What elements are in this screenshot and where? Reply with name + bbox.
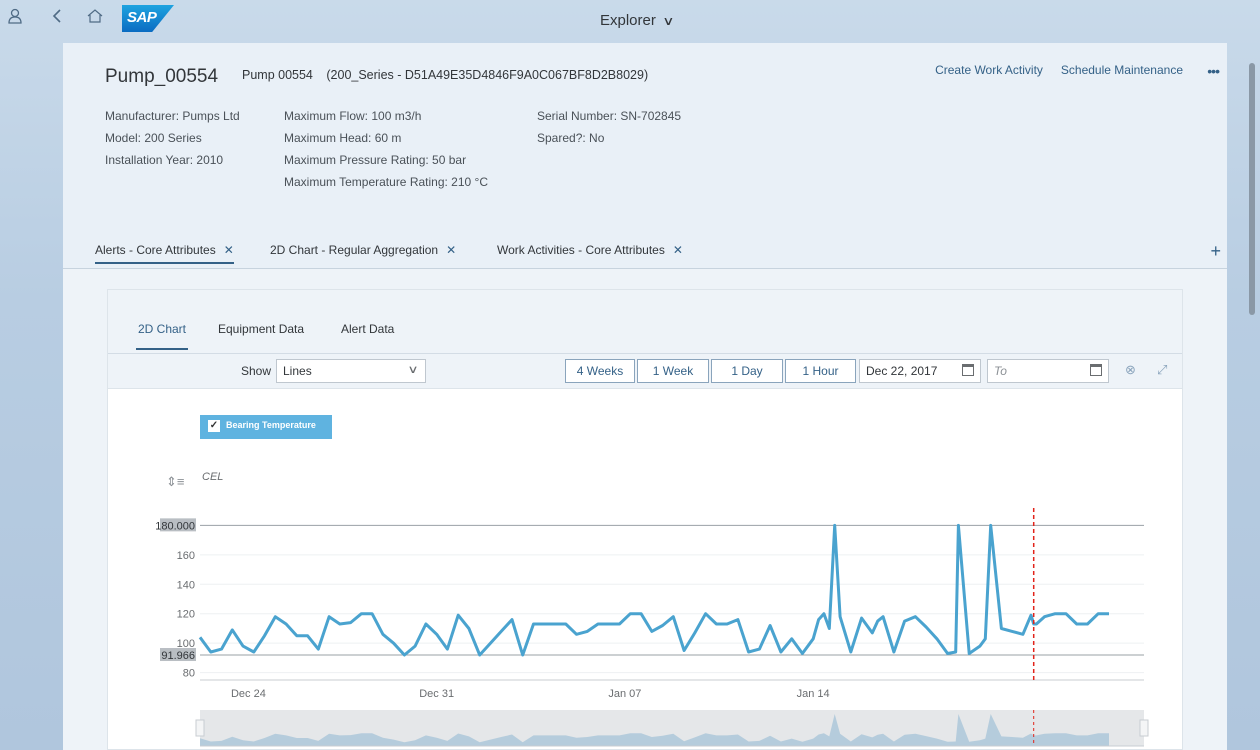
shell-bar: SAP Explorer ∨: [0, 0, 1260, 42]
object-title: Pump_00554: [105, 66, 219, 87]
object-name: Pump 00554: [242, 68, 313, 82]
threshold-label-bg: [160, 648, 196, 662]
from-date-field[interactable]: Dec 22, 2017: [859, 359, 981, 383]
tab-label: Work Activities - Core Attributes: [497, 243, 665, 257]
attr-spared: Spared?: No: [537, 131, 605, 145]
range-1-day-button[interactable]: 1 Day: [711, 359, 783, 383]
section-tabs: Alerts - Core Attributes ✕ 2D Chart - Reg…: [63, 241, 1227, 269]
range-4-weeks-button[interactable]: 4 Weeks: [565, 359, 635, 383]
range-handle-left: [195, 719, 205, 737]
range-handle-right: [1139, 719, 1149, 737]
close-icon[interactable]: ✕: [223, 243, 234, 257]
to-date-placeholder: To: [994, 364, 1007, 378]
tab-alerts-core-attributes[interactable]: Alerts - Core Attributes ✕: [95, 243, 234, 264]
attr-manufacturer: Manufacturer: Pumps Ltd: [105, 109, 240, 123]
fullscreen-icon[interactable]: ⤢: [1157, 362, 1168, 377]
axis-settings-icon[interactable]: ⇕≡: [166, 474, 185, 489]
scrollbar-thumb[interactable]: [1249, 63, 1255, 315]
add-tab-icon[interactable]: +: [1210, 241, 1221, 261]
attr-max-head: Maximum Head: 60 m: [284, 131, 402, 145]
reset-zoom-icon[interactable]: ⊗: [1125, 362, 1136, 377]
y-tick-label: 160: [177, 550, 195, 562]
attr-max-pressure: Maximum Pressure Rating: 50 bar: [284, 153, 467, 167]
x-tick-label: Dec 24: [231, 688, 266, 700]
object-header: Pump_00554 Pump 00554 (200_Series - D51A…: [63, 43, 1227, 241]
back-icon[interactable]: [52, 9, 62, 28]
tab-2d-chart-regular-aggregation[interactable]: 2D Chart - Regular Aggregation ✕: [270, 243, 456, 257]
y-axis-unit: CEL: [202, 471, 224, 483]
close-icon[interactable]: ✕: [672, 243, 683, 257]
chart-toolbar: Show Lines ∨ 4 Weeks 1 Week 1 Day 1 Hour…: [108, 354, 1182, 389]
y-tick-label: 100: [177, 638, 195, 650]
from-date-value: Dec 22, 2017: [866, 364, 938, 378]
x-tick-label: Jan 07: [608, 688, 641, 700]
app-title-menu[interactable]: Explorer ∨: [600, 12, 675, 29]
x-tick-label: Dec 31: [419, 688, 454, 700]
close-icon[interactable]: ✕: [446, 243, 457, 257]
calendar-icon[interactable]: [1090, 364, 1102, 376]
line-chart[interactable]: 80 100 120 140 160 180.000 91.966 Dec 24 Dec 31 J…: [108, 290, 1184, 750]
user-icon[interactable]: [8, 8, 22, 29]
y-tick-label: 120: [177, 609, 195, 621]
threshold-label-bg: [160, 518, 196, 532]
series-line-bearing-temperature: [198, 523, 1109, 657]
threshold-label: 180.000: [155, 520, 195, 532]
legend-bearing-temperature[interactable]: ✓ Bearing Temperature: [200, 415, 332, 439]
attr-max-flow: Maximum Flow: 100 m3/h: [284, 109, 422, 123]
object-subtitle: Pump 00554 (200_Series - D51A49E35D4846F…: [242, 68, 658, 82]
range-navigator-area: [200, 714, 1109, 746]
subtab-alert-data[interactable]: Alert Data: [341, 322, 395, 336]
attr-serial-number: Serial Number: SN-702845: [537, 109, 682, 123]
show-select-value: Lines: [283, 364, 312, 378]
sap-logo[interactable]: SAP: [122, 5, 174, 32]
attributes-column-1: Manufacturer: Pumps Ltd Model: 200 Serie…: [105, 105, 240, 171]
schedule-maintenance-link[interactable]: Schedule Maintenance: [1060, 63, 1183, 77]
calendar-icon[interactable]: [962, 364, 974, 376]
chevron-down-icon: ∨: [662, 14, 675, 28]
object-id: (200_Series - D51A49E35D4846F9A0C067BF8D…: [326, 68, 649, 82]
attr-installation-year: Installation Year: 2010: [105, 153, 224, 167]
range-1-hour-button[interactable]: 1 Hour: [785, 359, 856, 383]
create-work-activity-link[interactable]: Create Work Activity: [935, 63, 1043, 77]
more-icon[interactable]: •••: [1207, 63, 1220, 79]
page-scrollbar[interactable]: [1227, 43, 1260, 750]
range-1-week-button[interactable]: 1 Week: [637, 359, 709, 383]
home-icon[interactable]: [87, 9, 103, 28]
show-select[interactable]: Lines ∨: [276, 359, 426, 383]
attr-max-temperature: Maximum Temperature Rating: 210 °C: [284, 175, 488, 189]
attributes-column-3: Serial Number: SN-702845 Spared?: No: [537, 105, 681, 149]
tab-label: Alerts - Core Attributes: [95, 243, 216, 257]
threshold-label: 91.966: [161, 650, 195, 662]
chart-panel: 2D Chart Equipment Data Alert Data Show …: [107, 289, 1183, 750]
subtab-equipment-data[interactable]: Equipment Data: [218, 322, 305, 336]
attributes-column-2: Maximum Flow: 100 m3/h Maximum Head: 60 …: [284, 105, 488, 193]
y-tick-label: 140: [177, 579, 195, 591]
tab-work-activities-core-attributes[interactable]: Work Activities - Core Attributes ✕: [497, 243, 683, 257]
attr-model: Model: 200 Series: [105, 131, 202, 145]
tab-label: 2D Chart - Regular Aggregation: [270, 243, 439, 257]
chart-subtabs: 2D Chart Equipment Data Alert Data: [108, 290, 1182, 354]
legend-label: Bearing Temperature: [226, 420, 316, 430]
chevron-down-icon: ∨: [407, 364, 419, 376]
show-label: Show: [241, 364, 272, 378]
x-tick-label: Jan 14: [797, 688, 830, 700]
checkbox-checked-icon[interactable]: ✓: [208, 420, 220, 432]
object-page: Pump_00554 Pump 00554 (200_Series - D51A…: [63, 43, 1227, 750]
to-date-field[interactable]: To: [987, 359, 1109, 383]
app-title: Explorer: [600, 12, 656, 29]
y-tick-label: 80: [183, 668, 195, 680]
header-actions: Create Work Activity Schedule Maintenanc…: [935, 63, 1183, 77]
subtab-2d-chart[interactable]: 2D Chart: [136, 322, 188, 350]
